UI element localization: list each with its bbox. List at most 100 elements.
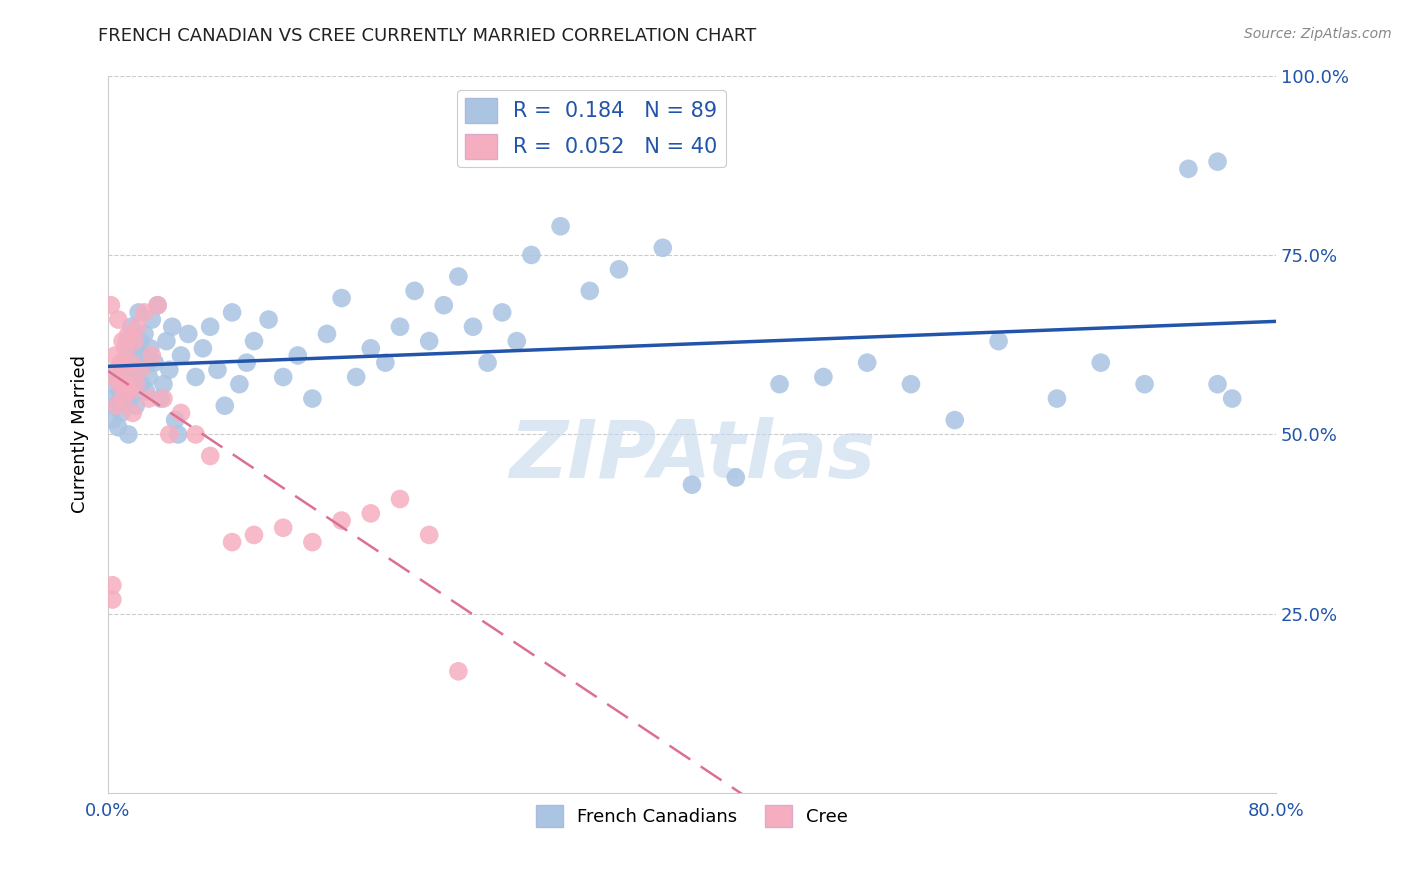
Point — [114, 341, 136, 355]
Point — [115, 334, 138, 348]
Point — [111, 392, 134, 406]
Point — [118, 384, 141, 399]
Point — [724, 470, 747, 484]
Point — [107, 312, 129, 326]
Point — [110, 406, 132, 420]
Point — [118, 392, 141, 406]
Point — [118, 341, 141, 355]
Point — [520, 248, 543, 262]
Point — [135, 384, 157, 399]
Point — [271, 370, 294, 384]
Point — [433, 298, 456, 312]
Point — [813, 370, 835, 384]
Point — [578, 284, 600, 298]
Point — [122, 334, 145, 348]
Point — [418, 528, 440, 542]
Point — [170, 406, 193, 420]
Point — [477, 356, 499, 370]
Point — [134, 305, 156, 319]
Point — [257, 312, 280, 326]
Point — [107, 420, 129, 434]
Point — [167, 427, 190, 442]
Point — [125, 377, 148, 392]
Point — [138, 370, 160, 384]
Point — [129, 334, 152, 348]
Point — [461, 319, 484, 334]
Point — [491, 305, 513, 319]
Point — [120, 319, 142, 334]
Point — [404, 284, 426, 298]
Point — [651, 241, 673, 255]
Point — [104, 399, 127, 413]
Point — [152, 377, 174, 392]
Point — [114, 377, 136, 392]
Point — [111, 392, 134, 406]
Point — [136, 356, 159, 370]
Point — [243, 334, 266, 348]
Point — [101, 592, 124, 607]
Point — [360, 341, 382, 355]
Point — [330, 514, 353, 528]
Point — [112, 363, 135, 377]
Point — [271, 521, 294, 535]
Point — [103, 377, 125, 392]
Point — [681, 477, 703, 491]
Point — [105, 399, 128, 413]
Point — [856, 356, 879, 370]
Point — [1220, 392, 1243, 406]
Text: ZIPAtlas: ZIPAtlas — [509, 417, 875, 495]
Point — [388, 491, 411, 506]
Point — [112, 356, 135, 370]
Point — [160, 319, 183, 334]
Point — [157, 363, 180, 377]
Point — [344, 370, 367, 384]
Point — [243, 528, 266, 542]
Point — [506, 334, 529, 348]
Point — [1133, 377, 1156, 392]
Point — [117, 427, 139, 442]
Point — [128, 305, 150, 319]
Point — [177, 326, 200, 341]
Point — [155, 334, 177, 348]
Point — [1206, 377, 1229, 392]
Point — [122, 349, 145, 363]
Point — [235, 356, 257, 370]
Point — [214, 399, 236, 413]
Point — [125, 399, 148, 413]
Point — [100, 392, 122, 406]
Point — [143, 356, 166, 370]
Point — [360, 507, 382, 521]
Point — [1090, 356, 1112, 370]
Point — [301, 535, 323, 549]
Point — [316, 326, 339, 341]
Point — [207, 363, 229, 377]
Point — [111, 370, 134, 384]
Point — [103, 370, 125, 384]
Point — [165, 413, 187, 427]
Point — [117, 326, 139, 341]
Point — [157, 427, 180, 442]
Point — [121, 370, 143, 384]
Text: Source: ZipAtlas.com: Source: ZipAtlas.com — [1244, 27, 1392, 41]
Point — [184, 370, 207, 384]
Point — [108, 377, 131, 392]
Point — [139, 341, 162, 355]
Point — [149, 392, 172, 406]
Point — [170, 349, 193, 363]
Point — [1177, 161, 1199, 176]
Point — [132, 349, 155, 363]
Point — [221, 535, 243, 549]
Point — [900, 377, 922, 392]
Legend: French Canadians, Cree: French Canadians, Cree — [529, 798, 855, 835]
Point — [121, 406, 143, 420]
Point — [110, 356, 132, 370]
Point — [607, 262, 630, 277]
Point — [330, 291, 353, 305]
Point — [101, 578, 124, 592]
Point — [1046, 392, 1069, 406]
Point — [184, 427, 207, 442]
Point — [134, 326, 156, 341]
Point — [104, 349, 127, 363]
Point — [287, 349, 309, 363]
Point — [152, 392, 174, 406]
